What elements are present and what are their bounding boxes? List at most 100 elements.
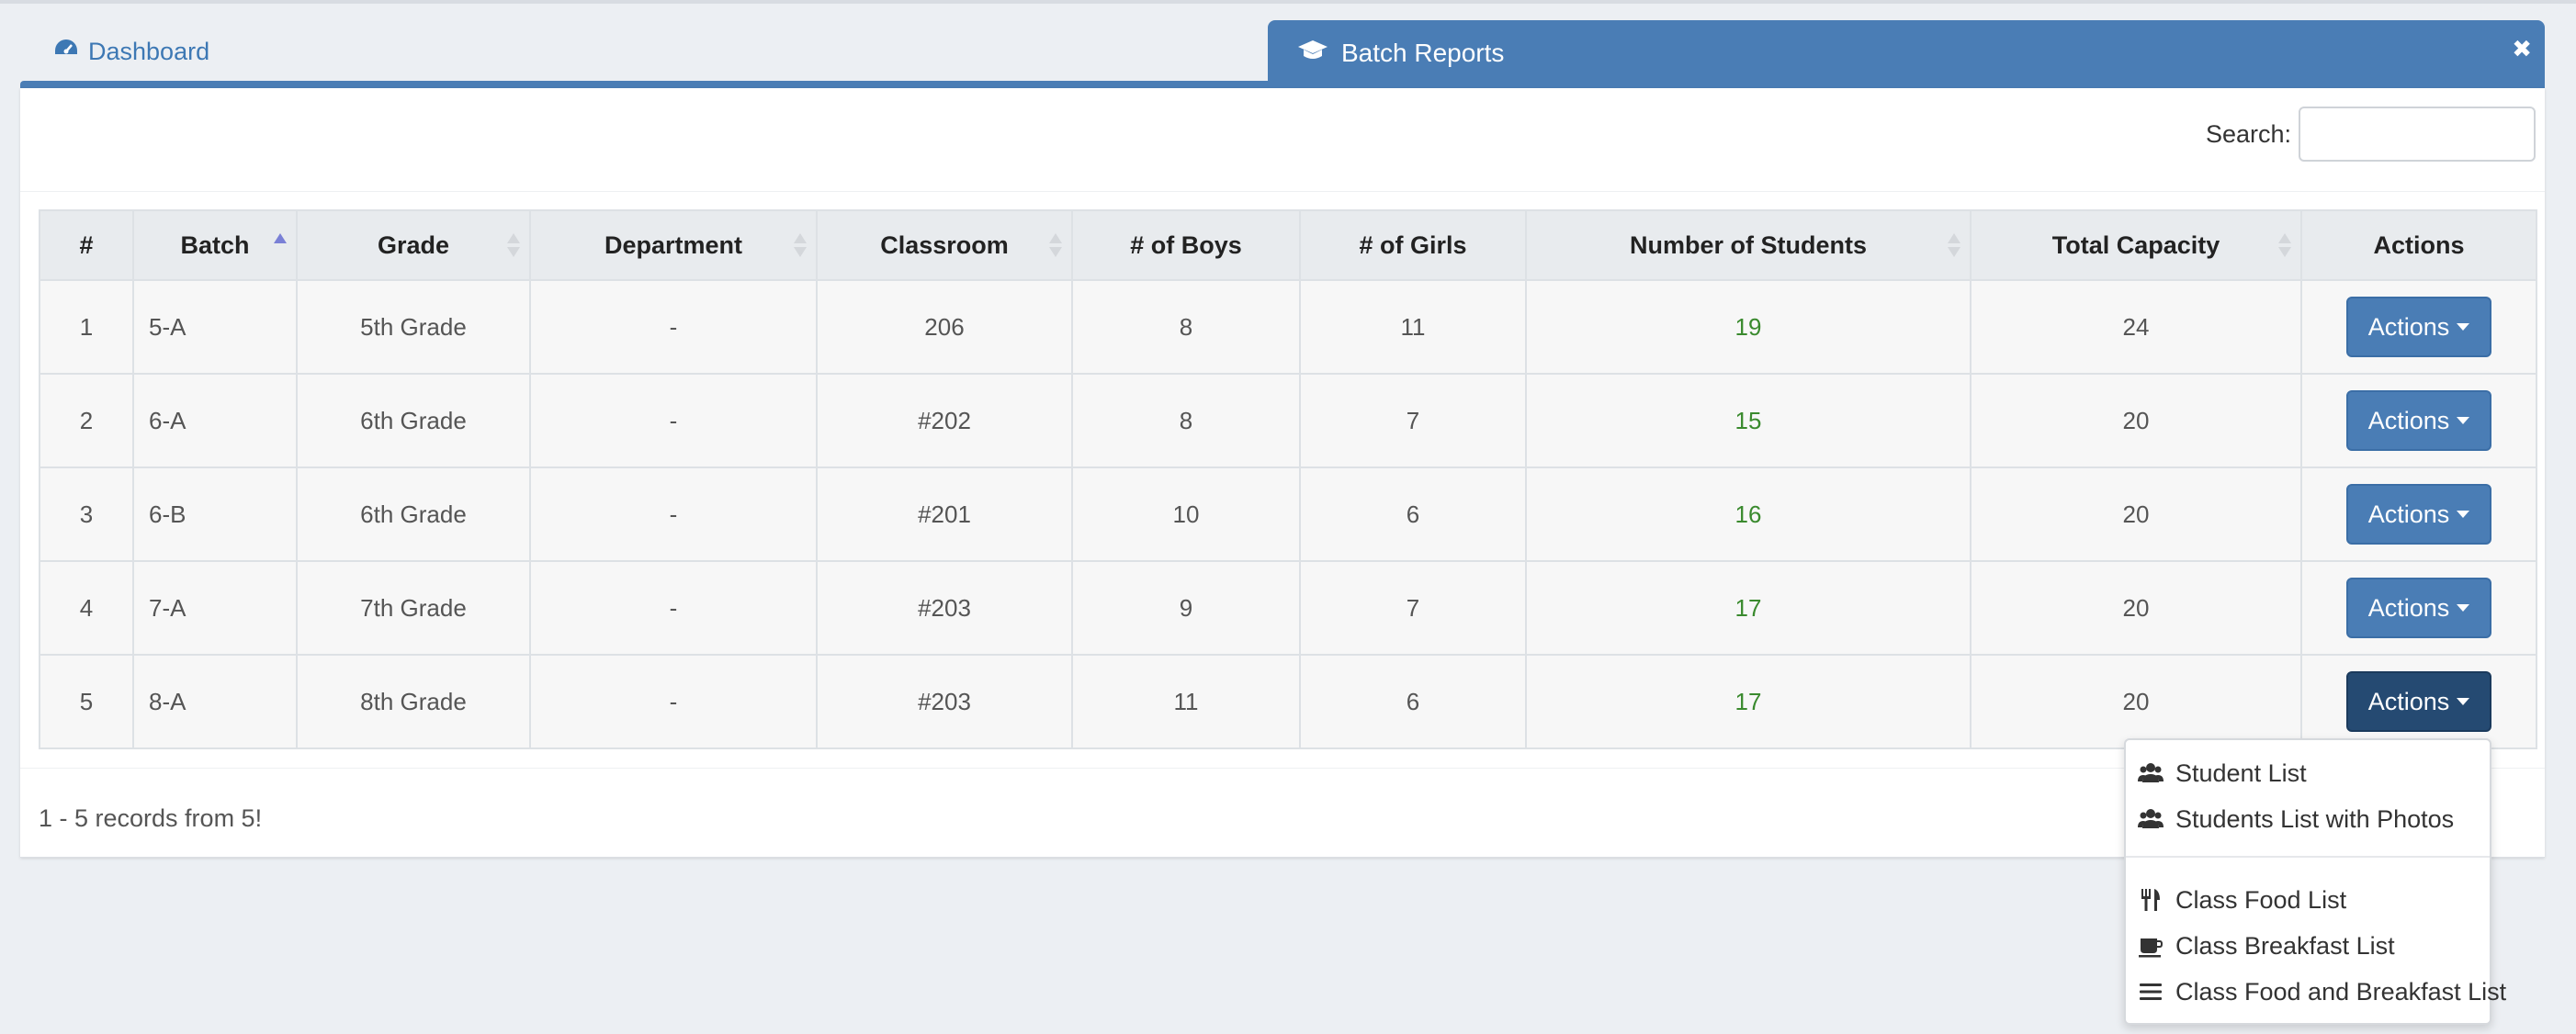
search-label: Search: — [2205, 119, 2291, 148]
cell-girls: 11 — [1299, 279, 1527, 375]
bars-icon — [2137, 979, 2164, 1005]
menu-item-class-food-breakfast-list[interactable]: Class Food and Breakfast List — [2137, 972, 2506, 1012]
cell-department: - — [529, 279, 818, 375]
sort-asc-icon — [274, 233, 287, 259]
cell-girls: 6 — [1299, 654, 1527, 749]
divider — [20, 768, 2545, 769]
cell-number: 1 — [39, 279, 134, 375]
table-row: 1 5-A 5th Grade - 206 8 11 19 24 Actions — [39, 279, 2537, 375]
cell-students: 16 — [1525, 466, 1972, 562]
cell-capacity: 20 — [1970, 466, 2302, 562]
sort-icon — [1049, 233, 1062, 259]
cell-grade: 6th Grade — [296, 373, 531, 468]
cell-actions: Actions — [2300, 279, 2537, 375]
cell-number: 5 — [39, 654, 134, 749]
cell-department: - — [529, 373, 818, 468]
cell-students: 19 — [1525, 279, 1972, 375]
sort-icon — [794, 233, 807, 259]
cell-students: 17 — [1525, 560, 1972, 656]
sort-icon — [2278, 233, 2291, 259]
actions-button[interactable]: Actions — [2346, 578, 2491, 638]
caret-down-icon — [2457, 323, 2470, 331]
caret-down-icon — [2457, 604, 2470, 612]
col-header-girls[interactable]: # of Girls — [1299, 209, 1527, 281]
tachometer-icon — [53, 38, 79, 66]
batch-table: # Batch Grade Department Classroom # of … — [39, 209, 2537, 749]
col-header-number: # — [39, 209, 134, 281]
cell-students: 15 — [1525, 373, 1972, 468]
top-border — [0, 0, 2576, 4]
cell-number: 3 — [39, 466, 134, 562]
cell-actions: Actions — [2300, 373, 2537, 468]
actions-button-active[interactable]: Actions — [2346, 671, 2491, 732]
cell-classroom: #202 — [816, 373, 1073, 468]
menu-item-class-breakfast-list[interactable]: Class Breakfast List — [2137, 926, 2395, 966]
cell-boys: 9 — [1071, 560, 1301, 656]
graduation-cap-icon — [1297, 39, 1328, 69]
cell-students: 17 — [1525, 654, 1972, 749]
cell-boys: 11 — [1071, 654, 1301, 749]
cell-capacity: 24 — [1970, 279, 2302, 375]
cell-capacity: 20 — [1970, 560, 2302, 656]
col-header-capacity[interactable]: Total Capacity — [1970, 209, 2302, 281]
actions-dropdown-menu: Student List Students List with Photos C… — [2124, 738, 2506, 1025]
cell-department: - — [529, 466, 818, 562]
tab-batch-reports-label: Batch Reports — [1341, 39, 1505, 67]
menu-item-student-list[interactable]: Student List — [2137, 753, 2307, 793]
menu-item-class-food-list[interactable]: Class Food List — [2137, 880, 2346, 920]
cell-grade: 6th Grade — [296, 466, 531, 562]
table-row: 4 7-A 7th Grade - #203 9 7 17 20 Actions — [39, 560, 2537, 656]
cell-number: 4 — [39, 560, 134, 656]
table-row: 5 8-A 8th Grade - #203 11 6 17 20 Action… — [39, 654, 2537, 749]
sort-icon — [1948, 233, 1960, 259]
caret-down-icon — [2457, 698, 2470, 705]
cell-department: - — [529, 654, 818, 749]
divider — [20, 191, 2545, 192]
cell-batch: 8-A — [132, 654, 298, 749]
cell-boys: 10 — [1071, 466, 1301, 562]
col-header-grade[interactable]: Grade — [296, 209, 531, 281]
coffee-icon — [2137, 933, 2164, 959]
batch-reports-panel: Search: # Batch Grade Department Classro… — [20, 88, 2545, 858]
col-header-batch[interactable]: Batch — [132, 209, 298, 281]
users-icon — [2137, 760, 2164, 786]
users-icon — [2137, 806, 2164, 832]
cell-actions: Actions — [2300, 560, 2537, 656]
caret-down-icon — [2457, 511, 2470, 518]
cell-classroom: #203 — [816, 654, 1073, 749]
cell-department: - — [529, 560, 818, 656]
cell-girls: 7 — [1299, 560, 1527, 656]
cell-grade: 7th Grade — [296, 560, 531, 656]
records-info: 1 - 5 records from 5! — [39, 804, 263, 832]
tab-bar-underline — [20, 81, 2545, 88]
col-header-classroom[interactable]: Classroom — [816, 209, 1073, 281]
cell-girls: 6 — [1299, 466, 1527, 562]
search-input[interactable] — [2299, 107, 2536, 162]
table-row: 3 6-B 6th Grade - #201 10 6 16 20 Action… — [39, 466, 2537, 562]
cell-grade: 5th Grade — [296, 279, 531, 375]
cell-actions: Actions — [2300, 654, 2537, 749]
col-header-actions: Actions — [2300, 209, 2537, 281]
search-row: Search: — [2206, 107, 2536, 162]
col-header-department[interactable]: Department — [529, 209, 818, 281]
tab-dashboard[interactable]: Dashboard — [53, 33, 209, 70]
cell-batch: 6-A — [132, 373, 298, 468]
cell-boys: 8 — [1071, 373, 1301, 468]
cell-actions: Actions — [2300, 466, 2537, 562]
tab-batch-reports[interactable]: Batch Reports ✖ — [1268, 20, 2545, 86]
cell-batch: 7-A — [132, 560, 298, 656]
actions-button[interactable]: Actions — [2346, 297, 2491, 357]
actions-button[interactable]: Actions — [2346, 484, 2491, 545]
cell-classroom: #203 — [816, 560, 1073, 656]
caret-down-icon — [2457, 417, 2470, 424]
close-icon[interactable]: ✖ — [2512, 35, 2532, 62]
cell-classroom: 206 — [816, 279, 1073, 375]
actions-button[interactable]: Actions — [2346, 390, 2491, 451]
col-header-students[interactable]: Number of Students — [1525, 209, 1972, 281]
cell-batch: 5-A — [132, 279, 298, 375]
col-header-boys[interactable]: # of Boys — [1071, 209, 1301, 281]
menu-item-students-list-photos[interactable]: Students List with Photos — [2137, 799, 2454, 839]
cell-number: 2 — [39, 373, 134, 468]
cell-girls: 7 — [1299, 373, 1527, 468]
sort-icon — [507, 233, 520, 259]
